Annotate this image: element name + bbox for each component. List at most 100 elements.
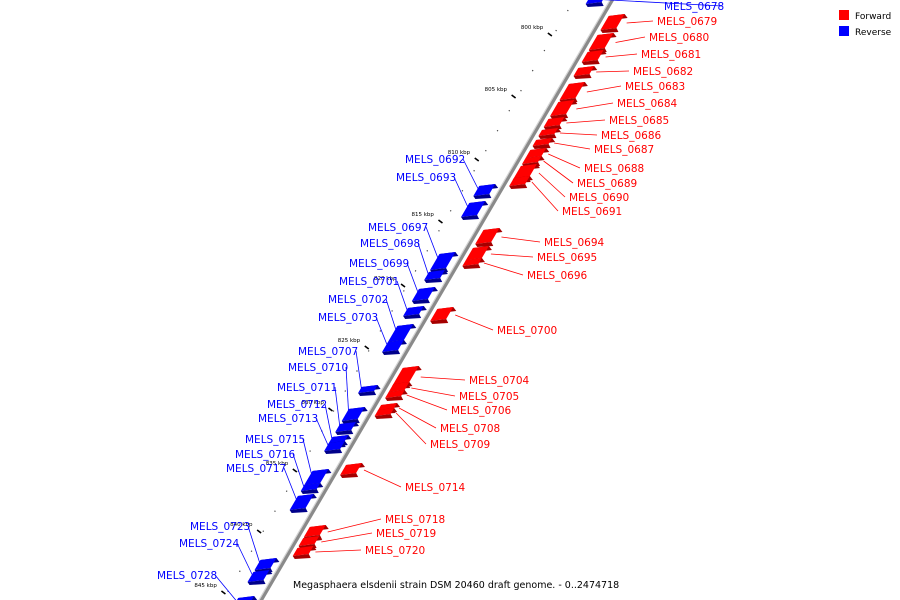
- gene-block: [292, 546, 314, 556]
- gene-mels_0711[interactable]: [335, 422, 359, 435]
- gene-block: [573, 66, 595, 76]
- gene-block: [304, 469, 329, 485]
- gene-label[interactable]: MELS_0683: [625, 81, 685, 93]
- gene-label[interactable]: MELS_0717: [226, 463, 286, 475]
- gene-label[interactable]: MELS_0689: [577, 178, 637, 190]
- scale-tick-label: 845 kbp: [194, 583, 217, 589]
- gene-mels_0717[interactable]: [289, 494, 317, 513]
- gene-label[interactable]: MELS_0682: [633, 66, 693, 78]
- gene-label[interactable]: MELS_0706: [451, 405, 511, 417]
- gene-block: [509, 176, 530, 186]
- gene-mels_0693[interactable]: [461, 201, 489, 220]
- gene-label[interactable]: MELS_0716: [235, 449, 295, 461]
- gene-label[interactable]: MELS_0697: [368, 222, 428, 234]
- gene-callout-line: [396, 280, 409, 313]
- gene-label[interactable]: MELS_0713: [258, 413, 318, 425]
- gene-block: [543, 117, 565, 127]
- gene-mels_0707[interactable]: [358, 385, 381, 396]
- gene-mels_0679[interactable]: [600, 14, 628, 33]
- gene-label[interactable]: MELS_0686: [601, 130, 661, 142]
- scale-tick-mark: [511, 94, 517, 99]
- gene-label[interactable]: MELS_0712: [267, 399, 327, 411]
- gene-label[interactable]: MELS_0723: [190, 521, 250, 533]
- scale-tick-mark: [400, 283, 406, 288]
- gene-mels_0691[interactable]: [509, 176, 533, 189]
- gene-label[interactable]: MELS_0695: [537, 252, 597, 264]
- gene-mels_0716[interactable]: [300, 483, 324, 494]
- gene-label[interactable]: MELS_0687: [594, 144, 654, 156]
- gene-callout-line: [586, 85, 622, 93]
- gene-block: [525, 148, 547, 158]
- gene-mels_0699[interactable]: [411, 287, 438, 304]
- gene-label[interactable]: MELS_0680: [649, 32, 709, 44]
- gene-mels_0686[interactable]: [538, 128, 561, 139]
- gene-label[interactable]: MELS_0693: [396, 172, 456, 184]
- gene-label[interactable]: MELS_0694: [544, 237, 604, 249]
- scale-tick-mark: [474, 157, 480, 162]
- gene-label[interactable]: MELS_0719: [376, 528, 436, 540]
- gene-label[interactable]: MELS_0684: [617, 98, 677, 110]
- legend-reverse-label: Reverse: [855, 28, 892, 38]
- gene-label[interactable]: MELS_0703: [318, 312, 378, 324]
- gene-label[interactable]: MELS_0715: [245, 434, 305, 446]
- gene-label[interactable]: MELS_0718: [385, 514, 445, 526]
- gene-label[interactable]: MELS_0678: [664, 1, 724, 13]
- gene-callout-line: [538, 172, 566, 198]
- gene-label[interactable]: MELS_0698: [360, 238, 420, 250]
- scale-tick-mark: [328, 407, 333, 412]
- gene-block: [340, 463, 362, 475]
- gene-label[interactable]: MELS_0691: [562, 206, 622, 218]
- gene-mels_0698[interactable]: [424, 270, 448, 283]
- gene-callout-line: [596, 70, 630, 73]
- gene-label[interactable]: MELS_0705: [459, 391, 519, 403]
- gene-mels_0728[interactable]: [232, 596, 258, 600]
- gene-label[interactable]: MELS_0707: [298, 346, 358, 358]
- gene-mels_0701[interactable]: [403, 306, 427, 319]
- gene-mels_0678[interactable]: [585, 0, 611, 7]
- scale-tick-mark: [437, 219, 443, 224]
- gene-label[interactable]: MELS_0714: [405, 482, 465, 494]
- gene-mels_0709[interactable]: [374, 408, 398, 419]
- gene-mels_0700[interactable]: [430, 307, 457, 324]
- gene-label[interactable]: MELS_0700: [497, 325, 557, 337]
- gene-label[interactable]: MELS_0701: [339, 276, 399, 288]
- gene-label[interactable]: MELS_0711: [277, 382, 337, 394]
- gene-mels_0713[interactable]: [324, 441, 348, 454]
- gene-mels_0684[interactable]: [550, 100, 578, 119]
- gene-label[interactable]: MELS_0685: [609, 115, 669, 127]
- gene-mels_0714[interactable]: [340, 463, 365, 478]
- gene-mels_0694[interactable]: [475, 228, 503, 247]
- gene-mels_0724[interactable]: [247, 570, 273, 585]
- gene-mels_0706[interactable]: [385, 390, 408, 401]
- gene-block: [324, 441, 345, 451]
- gene-label[interactable]: MELS_0688: [584, 163, 644, 175]
- gene-mels_0685[interactable]: [543, 117, 568, 130]
- gene-label[interactable]: MELS_0720: [365, 545, 425, 557]
- gene-label[interactable]: MELS_0709: [430, 439, 490, 451]
- gene-label[interactable]: MELS_0692: [405, 154, 465, 166]
- gene-label[interactable]: MELS_0681: [641, 49, 701, 61]
- gene-block: [532, 138, 553, 146]
- gene-label[interactable]: MELS_0704: [469, 375, 529, 387]
- gene-mels_0682[interactable]: [573, 66, 598, 79]
- gene-mels_0696[interactable]: [462, 258, 485, 269]
- gene-label[interactable]: MELS_0690: [569, 192, 629, 204]
- gene-mels_0681[interactable]: [581, 50, 607, 65]
- gene-label[interactable]: MELS_0728: [157, 570, 217, 582]
- gene-mels_0703[interactable]: [382, 340, 407, 355]
- gene-label[interactable]: MELS_0699: [349, 258, 409, 270]
- gene-callout-line: [355, 350, 363, 391]
- gene-callout-line: [453, 176, 470, 211]
- gene-label[interactable]: MELS_0696: [527, 270, 587, 282]
- gene-mels_0720[interactable]: [292, 546, 317, 559]
- gene-label[interactable]: MELS_0724: [179, 538, 239, 550]
- gene-callout-line: [626, 20, 654, 24]
- gene-label[interactable]: MELS_0679: [657, 16, 717, 28]
- gene-label[interactable]: MELS_0702: [328, 294, 388, 306]
- gene-mels_0692[interactable]: [473, 184, 499, 199]
- gene-block: [385, 390, 405, 398]
- gene-label[interactable]: MELS_0708: [440, 423, 500, 435]
- gene-label[interactable]: MELS_0710: [288, 362, 348, 374]
- gene-mels_0687[interactable]: [532, 138, 556, 149]
